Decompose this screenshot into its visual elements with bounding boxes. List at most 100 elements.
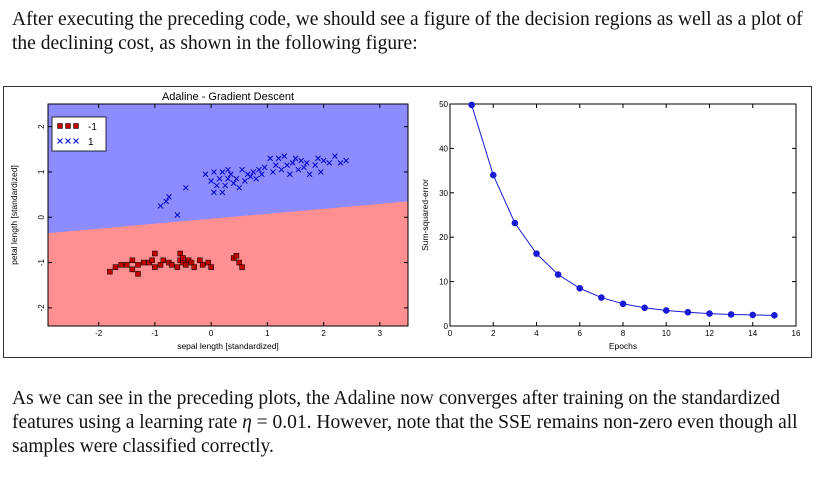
right-plot-frame (449, 103, 797, 327)
class-1-point (216, 175, 223, 182)
class-1-point (213, 182, 220, 189)
y-tick-label: 10 (439, 278, 448, 287)
x-tick-label: 2 (321, 329, 326, 338)
x-tick-label: 3 (378, 329, 383, 338)
class-neg1-point (180, 255, 186, 261)
class-1-point (236, 184, 243, 191)
x-tick-label: 8 (621, 329, 626, 338)
cost-point (706, 310, 713, 317)
class-neg1-point (135, 262, 141, 268)
class-neg1-point (169, 262, 175, 268)
x-tick-label: 0 (448, 329, 453, 338)
class-1-point (211, 189, 217, 196)
y-tick-label: 50 (439, 100, 448, 109)
class-neg1-point (135, 271, 141, 277)
y-tick-label: -2 (37, 304, 46, 312)
class-1-point (219, 189, 226, 196)
class-1-point (317, 169, 324, 175)
class-neg1-point (199, 262, 206, 268)
cost-point (598, 294, 605, 301)
class-1-point (275, 155, 282, 162)
y-tick-label: 40 (439, 144, 448, 153)
legend: -11 (51, 116, 107, 152)
class-1-point (278, 166, 285, 173)
class-1-point (320, 157, 327, 164)
class-neg1-point (188, 259, 195, 266)
class-neg1-point (129, 257, 136, 264)
class-1-point (233, 175, 240, 182)
class-neg1-point (191, 264, 197, 270)
class-1-point (230, 180, 237, 187)
legend-box (51, 116, 107, 152)
cost-point (662, 307, 670, 314)
cost-point (727, 311, 735, 318)
class-neg1-point (129, 266, 136, 273)
class-neg1-point (183, 262, 189, 268)
class-1-point (343, 157, 349, 164)
figure-container: Adaline - Gradient Descent -2 -1 0 1 2 3 -2 -1… (3, 86, 812, 358)
left-x-ticks: -2 -1 0 1 2 3 (95, 104, 383, 338)
class-1-point (272, 162, 279, 169)
cost-curve-plot: 0 2 4 6 8 10 12 14 16 0 10 20 30 40 50 Epochs Sum-squ… (420, 100, 801, 351)
legend-entry: 1 (57, 137, 94, 148)
class-1-point (208, 178, 214, 184)
class-neg1-point (197, 257, 203, 264)
class-1-point (312, 162, 319, 169)
class-1-point (174, 212, 181, 218)
left-y-axis-label: petal length [standardized] (9, 165, 19, 265)
class-neg1-point (177, 250, 183, 257)
legend-label: 1 (88, 137, 94, 148)
y-tick-label: 2 (37, 124, 46, 129)
x-tick-label: 4 (534, 329, 539, 338)
y-tick-label: 0 (37, 214, 46, 219)
class-1-point (281, 153, 288, 159)
class-neg1-point (233, 253, 240, 259)
class-1-point (261, 164, 268, 171)
class-1-point (219, 169, 226, 175)
y-tick-label: 30 (439, 189, 448, 198)
class-neg1-point (160, 257, 167, 264)
cost-point (468, 101, 475, 109)
x-tick-label: -2 (95, 329, 103, 338)
cost-point (684, 308, 692, 316)
class-1-point (284, 162, 290, 169)
class-1-point (298, 157, 304, 164)
class-1-point (326, 160, 333, 166)
class-1-point (287, 171, 293, 178)
x-tick-label: 0 (209, 329, 214, 338)
class-neg1-point (112, 264, 119, 270)
class-1-point (303, 160, 310, 166)
legend-entry: -1 (57, 122, 97, 133)
x-tick-label: 14 (748, 329, 757, 338)
cost-point (533, 250, 540, 257)
left-y-ticks: -2 -1 0 1 2 (37, 124, 408, 312)
eta-value: = 0.01 (251, 412, 307, 433)
figure-canvas: Adaline - Gradient Descent -2 -1 0 1 2 3 -2 -1… (9, 91, 801, 351)
class-1-point (247, 173, 254, 180)
legend-label: -1 (88, 122, 97, 133)
chart-title: Adaline - Gradient Descent (162, 91, 294, 103)
class-neg1-point (152, 264, 158, 270)
legend-marker-square (65, 123, 71, 129)
cost-point (749, 311, 757, 319)
class-1-point (332, 153, 338, 159)
class-1-point (250, 169, 257, 175)
class-neg1-point (149, 257, 155, 264)
class-neg1-point (236, 259, 242, 266)
cost-point (489, 171, 497, 179)
class-neg1-point (157, 262, 164, 268)
cost-point (619, 300, 627, 308)
class-1-point (242, 178, 248, 184)
class-neg1-point (239, 264, 245, 270)
class-1-point (157, 203, 164, 209)
class-1-point (182, 184, 189, 191)
legend-marker-x (73, 138, 79, 144)
cost-point (554, 271, 562, 278)
class-neg1-point (118, 262, 124, 268)
x-tick-label: 1 (265, 329, 270, 338)
class-1-point (163, 198, 169, 205)
class-neg1-markers (107, 250, 245, 277)
right-y-axis-label: Sum-squared-error (420, 179, 430, 251)
x-tick-label: 6 (578, 329, 583, 338)
class-1-point (239, 166, 245, 173)
